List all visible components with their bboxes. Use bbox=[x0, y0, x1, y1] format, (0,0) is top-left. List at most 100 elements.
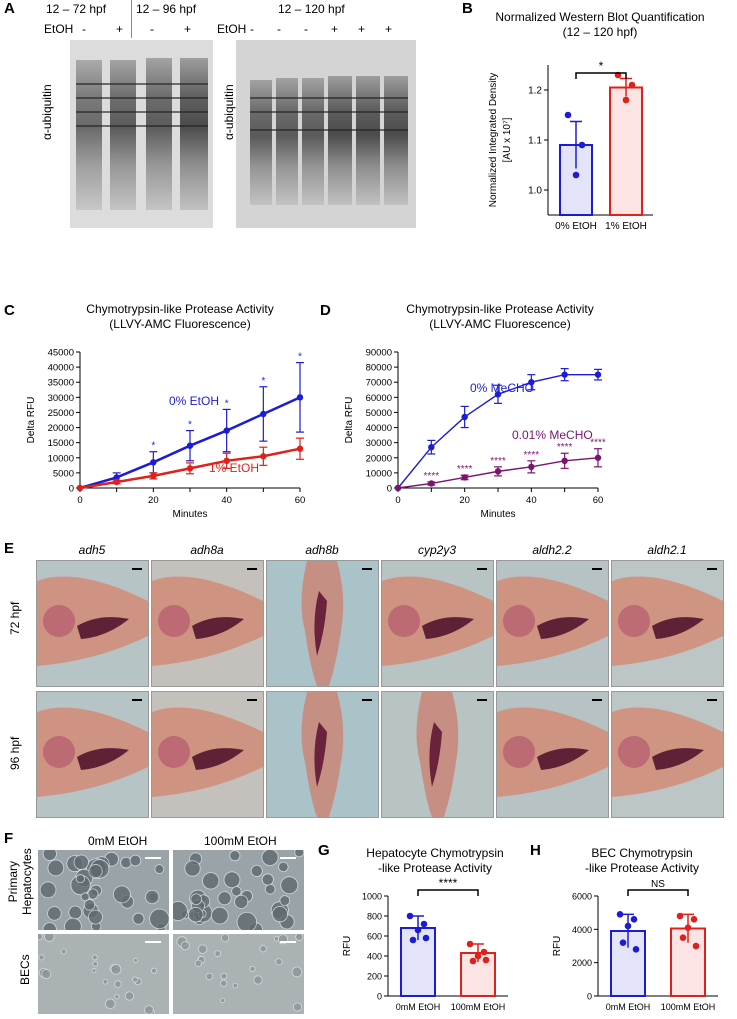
gene-label: aldh2.2 bbox=[532, 543, 572, 557]
data-point bbox=[422, 934, 430, 942]
data-point bbox=[528, 379, 535, 386]
significance-label: * bbox=[599, 59, 604, 73]
data-point bbox=[113, 478, 120, 486]
panel-f-label: F bbox=[4, 830, 14, 847]
panel-d-title-line2: (LLVY-AMC Fluorescence) bbox=[429, 317, 571, 331]
y-axis-label: RFU bbox=[552, 936, 563, 957]
data-point bbox=[186, 442, 194, 449]
y-tick-label: 1.0 bbox=[528, 186, 542, 197]
cell-shape bbox=[261, 873, 274, 886]
panel-b-title: Normalized Western Blot Quantification (… bbox=[470, 10, 730, 40]
cell-shape bbox=[194, 959, 203, 967]
data-point bbox=[469, 957, 477, 965]
significance-marker: **** bbox=[557, 442, 573, 453]
in-situ-image bbox=[266, 691, 379, 818]
microscopy-grid bbox=[35, 846, 305, 1016]
gene-label: aldh2.1 bbox=[647, 543, 687, 557]
cell-shape bbox=[132, 976, 139, 983]
lane-sign: - bbox=[304, 22, 308, 36]
f-row-hepatocytes-line2: Hepatocytes bbox=[20, 848, 34, 915]
cell-shape bbox=[219, 979, 228, 988]
chart-b: 1.0 1.1 1.2 0% EtOH 1% EtOH * Normalized Integ… bbox=[488, 59, 653, 232]
gene-header-row: adh5 adh8a adh8b cyp2y3 aldh2.2 aldh2.1 bbox=[40, 543, 737, 561]
cell-shape bbox=[271, 906, 289, 923]
significance-marker: **** bbox=[424, 471, 440, 482]
data-point bbox=[420, 920, 428, 928]
data-point bbox=[113, 474, 120, 481]
lane-sign: - bbox=[277, 22, 281, 36]
y-tick-label: 60000 bbox=[366, 393, 392, 404]
micrograph-texture bbox=[35, 931, 161, 1016]
data-point bbox=[480, 948, 488, 956]
cell-shape bbox=[41, 969, 52, 980]
cell-shape bbox=[231, 886, 242, 897]
cell-shape bbox=[145, 889, 160, 905]
y-tick-label: 4000 bbox=[572, 925, 592, 935]
x-tick-label: 0mM EtOH bbox=[606, 1002, 651, 1012]
gene-label: adh8a bbox=[190, 543, 224, 557]
cell-shape bbox=[144, 1005, 154, 1015]
panel-h-title-line1: BEC Chymotrypsin bbox=[591, 846, 693, 860]
embryo-eye-region bbox=[388, 605, 420, 637]
y-tick-label: 0 bbox=[377, 992, 382, 1002]
embryo-drawing bbox=[301, 561, 372, 686]
embryo-drawing bbox=[152, 699, 263, 797]
data-point bbox=[150, 472, 157, 480]
y-tick-label: 1.1 bbox=[528, 136, 542, 147]
data-point bbox=[296, 445, 304, 452]
stain-region bbox=[429, 722, 442, 787]
group-divider bbox=[131, 0, 132, 38]
data-point bbox=[428, 444, 435, 451]
data-point bbox=[394, 484, 402, 492]
blot-lane bbox=[180, 58, 208, 210]
in-situ-image bbox=[151, 691, 264, 818]
hepatocyte-micrograph bbox=[167, 847, 305, 938]
series-label: 0% MeCHO bbox=[470, 381, 534, 395]
embryo-drawing bbox=[37, 699, 148, 797]
lane-sign: - bbox=[250, 22, 254, 36]
embryo-drawing bbox=[416, 692, 487, 817]
panel-e-label: E bbox=[4, 540, 15, 557]
stain-region bbox=[192, 748, 244, 770]
panel-g-title: Hepatocyte Chymotrypsin -like Protease A… bbox=[340, 846, 530, 876]
y-tick-label: 90000 bbox=[366, 348, 392, 359]
in-situ-grid bbox=[28, 560, 734, 820]
cell-shape bbox=[102, 978, 109, 985]
data-point bbox=[676, 912, 684, 920]
in-situ-image bbox=[266, 560, 379, 687]
embryo-eye-region bbox=[158, 605, 190, 637]
cell-shape bbox=[150, 967, 158, 974]
row-label-72: 72 hpf bbox=[8, 601, 22, 635]
y-axis-label: Delta RFU bbox=[26, 397, 37, 444]
data-point bbox=[624, 922, 632, 930]
blot-group-96: 12 – 96 hpf bbox=[136, 2, 197, 16]
lane-sign: + bbox=[331, 22, 339, 36]
hepatocyte-micrograph bbox=[38, 846, 170, 937]
significance-marker: **** bbox=[490, 456, 506, 467]
blot-lane bbox=[76, 60, 102, 210]
panel-g-title-line1: Hepatocyte Chymotrypsin bbox=[366, 846, 504, 860]
panel-b-label: B bbox=[462, 0, 473, 17]
cell-shape bbox=[275, 958, 283, 966]
cell-shape bbox=[184, 860, 201, 877]
cell-shape bbox=[253, 975, 263, 985]
y-tick-label: 6000 bbox=[572, 892, 592, 902]
data-point bbox=[616, 911, 624, 918]
cell-shape bbox=[64, 917, 82, 936]
x-tick-label: 0% EtOH bbox=[555, 221, 597, 232]
panel-c-title-line1: Chymotrypsin-like Protease Activity bbox=[86, 302, 274, 316]
data-point bbox=[186, 465, 194, 472]
y-tick-label: 800 bbox=[367, 912, 382, 922]
cell-shape bbox=[42, 922, 57, 937]
cell-shape bbox=[91, 968, 97, 974]
cell-shape bbox=[223, 871, 241, 889]
embryo-eye-region bbox=[43, 736, 75, 768]
blot-lane bbox=[146, 58, 172, 210]
f-row-hepatocytes-line1: Primary bbox=[6, 860, 20, 903]
gene-label: cyp2y3 bbox=[417, 543, 457, 557]
x-tick-label: 60 bbox=[593, 495, 604, 506]
in-situ-image bbox=[381, 691, 494, 818]
cell-shape bbox=[129, 854, 142, 867]
bec-micrograph bbox=[35, 931, 169, 1016]
in-situ-image bbox=[36, 691, 149, 818]
